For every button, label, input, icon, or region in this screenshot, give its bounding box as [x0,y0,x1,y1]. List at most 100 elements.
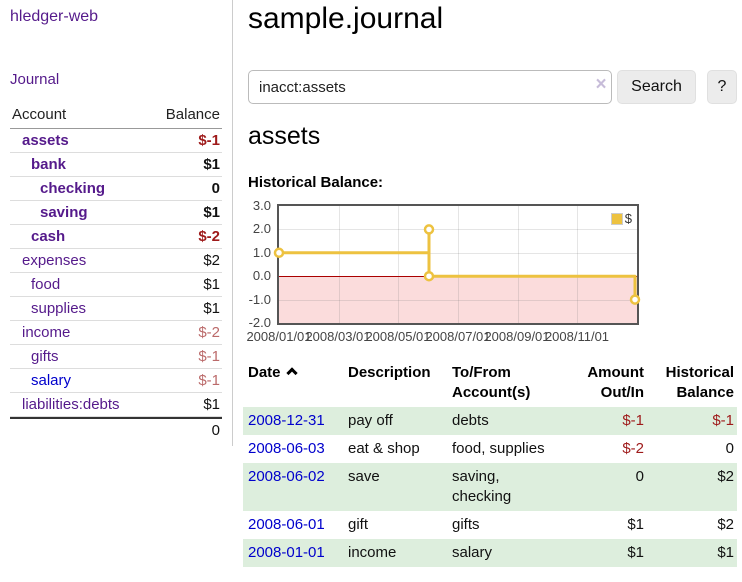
accounts-total-row: 0 [10,417,222,442]
account-row: expenses $2 [10,249,222,273]
account-row: salary $-1 [10,369,222,393]
clear-search-icon[interactable]: × [595,74,607,95]
y-tick-label: 3.0 [252,198,271,213]
account-link-food[interactable]: food [31,276,61,293]
transaction-accounts: food, supplies [452,440,545,457]
account-balance: $-2 [198,324,220,341]
transaction-description: save [348,468,380,485]
transaction-date-link[interactable]: 2008-01-01 [248,544,325,561]
y-tick-label: 2.0 [252,221,271,236]
y-tick-label: 1.0 [252,245,271,260]
account-balance: $-1 [198,132,220,149]
sort-ascending-icon [285,367,298,379]
register-row: 2008-06-01 gift gifts $1 $2 [243,511,737,539]
transaction-accounts: gifts [452,516,480,533]
account-row: cash $-2 [10,225,222,249]
account-row: income $-2 [10,321,222,345]
transaction-accounts: debts [452,412,489,429]
account-row: checking 0 [10,177,222,201]
account-link-salary[interactable]: salary [31,372,72,389]
chart-legend: $ [610,211,632,226]
accounts-table-header: Account Balance [10,102,222,129]
account-link-income[interactable]: income [22,324,71,341]
transaction-description: income [348,544,397,561]
account-row: supplies $1 [10,297,222,321]
transaction-amount: $1 [627,544,644,561]
accounts-header-balance: Balance [165,106,220,123]
account-balance: $1 [203,396,220,413]
register-header-row: Date Description To/From Account(s) Amou… [243,360,737,407]
transaction-balance: $1 [717,544,734,561]
y-tick-label: -2.0 [248,315,271,330]
account-balance: $1 [203,276,220,293]
register-row: 2008-06-02 save saving, checking 0 $2 [243,463,737,511]
y-tick-label: 0.0 [252,268,271,283]
y-tick-label: -1.0 [248,292,271,307]
x-tick-label: 2008/11/01 [544,329,610,344]
account-link-assets[interactable]: assets [22,132,69,149]
account-balance: $-1 [198,348,220,365]
register-table: Date Description To/From Account(s) Amou… [243,360,737,567]
account-balance: $1 [203,204,220,221]
transaction-accounts: saving, checking [452,468,512,505]
help-button[interactable]: ? [707,70,737,104]
transaction-balance: 0 [725,440,734,457]
x-tick-label: 2008/05/01 [365,329,431,344]
account-balance: $1 [203,156,220,173]
account-link-saving[interactable]: saving [40,204,88,221]
historical-balance-chart: 3.0 2.0 1.0 0.0 -1.0 -2.0 [243,198,742,348]
transaction-date-link[interactable]: 2008-06-03 [248,440,325,457]
x-tick-label: 2008/07/01 [425,329,491,344]
sidebar: hledger-web Journal Account Balance asse… [0,0,233,446]
transaction-amount: $-1 [622,412,644,429]
accounts-total-value: 0 [211,422,220,439]
account-link-liabilities-debts[interactable]: liabilities:debts [22,396,120,413]
account-row: food $1 [10,273,222,297]
register-row: 2008-12-31 pay off debts $-1 $-1 [243,407,737,435]
account-link-bank[interactable]: bank [31,156,67,173]
transaction-balance: $2 [717,468,734,485]
transaction-description: pay off [348,412,393,429]
account-link-gifts[interactable]: gifts [31,348,59,365]
transaction-date-link[interactable]: 2008-06-02 [248,468,325,485]
header-balance: Historical Balance [665,364,734,401]
accounts-header-account: Account [12,106,67,123]
legend-swatch-icon [610,212,623,225]
x-tick-label: 2008/01/01 [246,329,312,344]
negative-region [279,276,637,323]
accounts-table: Account Balance assets $-1 bank $1 check… [10,102,222,442]
register-row: 2008-06-03 eat & shop food, supplies $-2… [243,435,737,463]
account-link-cash[interactable]: cash [31,228,66,245]
transaction-accounts: salary [452,544,493,561]
app-brand-link[interactable]: hledger-web [10,8,99,25]
x-tick-label: 2008/03/01 [305,329,371,344]
account-link-checking[interactable]: checking [40,180,106,197]
transaction-amount: $-2 [622,440,644,457]
transaction-balance: $2 [717,516,734,533]
search-input[interactable] [248,70,612,104]
header-accounts: To/From Account(s) [452,364,531,401]
chart-heading: Historical Balance: [248,174,384,191]
transaction-balance: $-1 [712,412,734,429]
account-link-supplies[interactable]: supplies [31,300,87,317]
account-link-expenses[interactable]: expenses [22,252,87,269]
account-balance: $1 [203,300,220,317]
transaction-amount: $1 [627,516,644,533]
page-title: sample.journal [248,2,444,35]
sidebar-item-journal[interactable]: Journal [10,71,60,88]
account-heading: assets [248,122,321,150]
header-description: Description [348,364,431,381]
account-row: gifts $-1 [10,345,222,369]
balance-series-line [273,224,641,305]
transaction-date-link[interactable]: 2008-06-01 [248,516,325,533]
transaction-amount: 0 [635,468,644,485]
transaction-description: gift [348,516,369,533]
header-date[interactable]: Date [243,360,343,407]
search-button[interactable]: Search [617,70,696,104]
transaction-date-link[interactable]: 2008-12-31 [248,412,325,429]
account-balance: $-1 [198,372,220,389]
chart-plot-area: $ [273,204,641,325]
x-tick-label: 2008/09/01 [484,329,550,344]
account-balance: $-2 [198,228,220,245]
legend-label: $ [624,211,632,226]
